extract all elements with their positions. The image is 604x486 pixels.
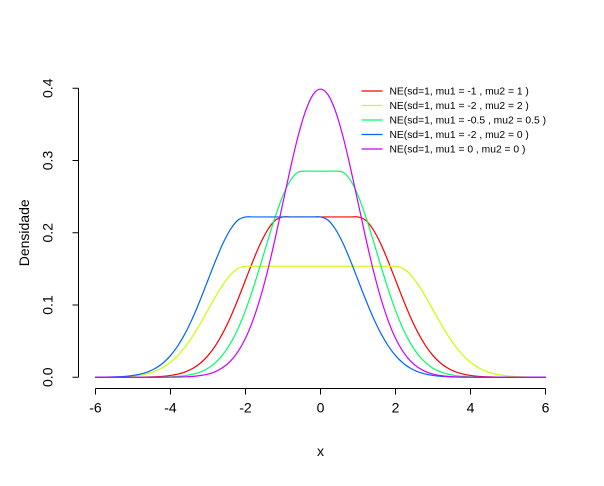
legend-entry: NE(sd=1, mu1 = 0 , mu2 = 0 ) bbox=[361, 145, 526, 156]
y-tick-label: 0.1 bbox=[40, 295, 56, 315]
x-axis: -6 -4 -2 0 2 4 6 bbox=[89, 388, 550, 416]
x-tick-label: 4 bbox=[467, 400, 475, 416]
x-tick-label: 0 bbox=[317, 400, 325, 416]
legend-label: NE(sd=1, mu1 = -2 , mu2 = 2 ) bbox=[390, 101, 529, 112]
x-axis-title: x bbox=[317, 443, 324, 459]
legend-label: NE(sd=1, mu1 = 0 , mu2 = 0 ) bbox=[390, 145, 526, 156]
y-axis: 0.0 0.1 0.2 0.3 0.4 bbox=[40, 78, 79, 387]
y-tick-label: 0.0 bbox=[40, 367, 56, 387]
legend-label: NE(sd=1, mu1 = -2 , mu2 = 0 ) bbox=[390, 130, 529, 141]
y-tick-label: 0.4 bbox=[40, 78, 56, 98]
legend-entry: NE(sd=1, mu1 = -2 , mu2 = 0 ) bbox=[361, 130, 529, 141]
curves bbox=[94, 88, 547, 378]
y-axis-title: Densidade bbox=[16, 199, 32, 266]
legend: NE(sd=1, mu1 = -1 , mu2 = 1 ) NE(sd=1, mu… bbox=[361, 87, 547, 156]
x-tick-label: -4 bbox=[164, 400, 177, 416]
density-curve-4 bbox=[94, 216, 547, 378]
legend-label: NE(sd=1, mu1 = -1 , mu2 = 1 ) bbox=[390, 87, 529, 98]
density-curve-3 bbox=[94, 170, 547, 378]
legend-entry: NE(sd=1, mu1 = -2 , mu2 = 2 ) bbox=[361, 101, 529, 112]
legend-entry: NE(sd=1, mu1 = -0.5 , mu2 = 0.5 ) bbox=[361, 116, 547, 127]
x-tick-label: 2 bbox=[392, 400, 400, 416]
y-tick-label: 0.2 bbox=[40, 223, 56, 243]
y-tick-label: 0.3 bbox=[40, 151, 56, 171]
x-tick-label: -6 bbox=[89, 400, 102, 416]
density-curve-1 bbox=[94, 216, 547, 378]
legend-entry: NE(sd=1, mu1 = -1 , mu2 = 1 ) bbox=[361, 87, 529, 98]
x-tick-label: 6 bbox=[542, 400, 550, 416]
density-curve-2 bbox=[94, 265, 547, 378]
density-curve-5 bbox=[94, 88, 547, 378]
x-tick-label: -2 bbox=[239, 400, 252, 416]
legend-label: NE(sd=1, mu1 = -0.5 , mu2 = 0.5 ) bbox=[390, 116, 547, 127]
